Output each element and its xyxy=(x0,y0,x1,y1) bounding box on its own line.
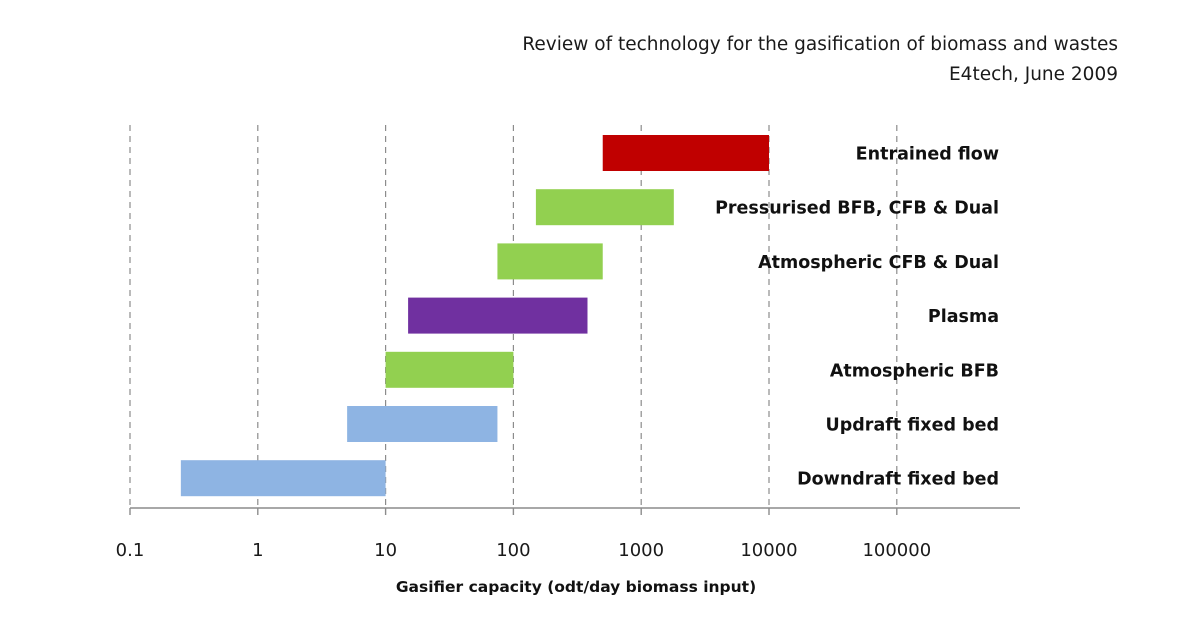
category-label: Plasma xyxy=(928,307,999,327)
category-label: Updraft fixed bed xyxy=(826,416,999,436)
category-label-layer: Entrained flow Pressurised BFB, CFB & Dua… xyxy=(715,145,999,490)
x-axis: 0.1 1 10 100 1000 10000 100000 xyxy=(116,507,1020,561)
x-tick-label: 100000 xyxy=(862,540,931,561)
category-label: Atmospheric CFB & Dual xyxy=(758,253,999,273)
report-source: E4tech, June 2009 xyxy=(949,64,1118,85)
bar-layer xyxy=(180,135,769,497)
category-label: Downdraft fixed bed xyxy=(797,470,999,490)
x-tick-label: 1 xyxy=(252,540,263,561)
bar-atmospheric-cfb-dual xyxy=(497,243,603,280)
bar-downdraft-fixed-bed xyxy=(180,460,386,497)
report-title: Review of technology for the gasificatio… xyxy=(522,34,1118,55)
category-label: Pressurised BFB, CFB & Dual xyxy=(715,199,999,219)
bar-plasma xyxy=(408,297,588,334)
x-tick-label: 10000 xyxy=(740,540,797,561)
x-tick-label: 0.1 xyxy=(116,540,145,561)
bar-updraft-fixed-bed xyxy=(347,406,498,442)
x-tick-label: 10 xyxy=(374,540,397,561)
x-tick-label: 100 xyxy=(496,540,530,561)
category-label: Entrained flow xyxy=(856,145,999,165)
bar-entrained-flow xyxy=(602,135,769,171)
bar-pressurised-bfb-cfb-dual xyxy=(535,189,674,226)
category-label: Atmospheric BFB xyxy=(830,361,999,381)
x-tick-label: 1000 xyxy=(618,540,664,561)
x-axis-title: Gasifier capacity (odt/day biomass input… xyxy=(396,578,756,596)
bar-atmospheric-bfb xyxy=(385,351,514,388)
